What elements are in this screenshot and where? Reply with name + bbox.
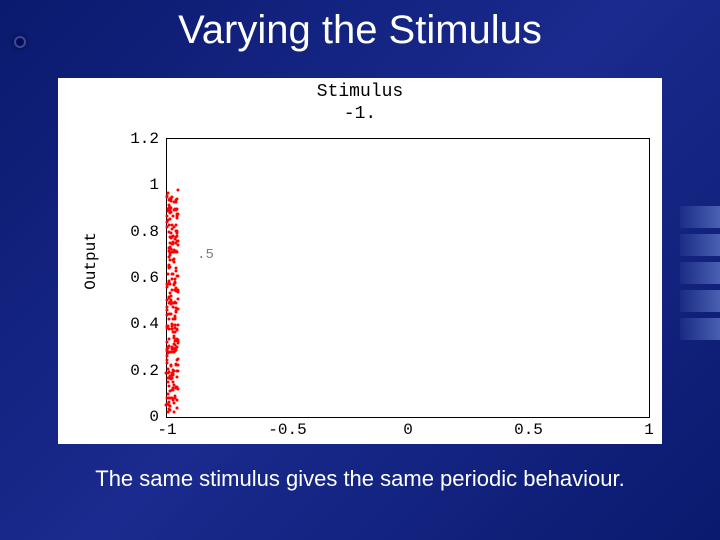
- data-point: [172, 331, 175, 334]
- data-point: [169, 312, 172, 315]
- data-point: [170, 374, 173, 377]
- data-point: [174, 288, 177, 291]
- data-point: [174, 269, 177, 272]
- plot-area: 00.20.40.60.811.2-1-0.500.51.5: [166, 138, 650, 418]
- data-point: [166, 272, 169, 275]
- data-point: [174, 224, 177, 227]
- data-point: [168, 337, 171, 340]
- data-point: [175, 376, 178, 379]
- data-point: [167, 256, 170, 259]
- data-point: [175, 212, 178, 215]
- data-point: [170, 272, 173, 275]
- data-point: [165, 355, 168, 358]
- data-point: [169, 397, 172, 400]
- overlay-text: .5: [197, 247, 214, 263]
- data-point: [176, 215, 179, 218]
- data-point: [175, 301, 178, 304]
- data-point: [175, 274, 178, 277]
- data-point: [177, 323, 180, 326]
- data-point: [165, 196, 168, 199]
- data-point: [177, 243, 180, 246]
- data-point: [171, 386, 174, 389]
- data-point: [168, 224, 171, 227]
- data-point: [171, 234, 174, 237]
- data-point: [172, 259, 175, 262]
- data-point: [167, 371, 170, 374]
- data-point: [177, 297, 180, 300]
- data-point: [173, 207, 176, 210]
- x-tick-label: 0.5: [514, 417, 543, 439]
- data-point: [172, 380, 175, 383]
- data-point: [167, 407, 170, 410]
- data-point: [176, 189, 179, 192]
- data-point: [176, 358, 179, 361]
- x-tick-label: -1: [157, 417, 176, 439]
- y-tick-label: 1.2: [130, 130, 167, 148]
- data-point: [167, 281, 170, 284]
- y-tick-label: 0.4: [130, 315, 167, 333]
- data-point: [167, 264, 170, 267]
- data-point: [173, 410, 176, 413]
- data-point: [167, 324, 170, 327]
- data-point: [177, 370, 180, 373]
- data-point: [169, 218, 172, 221]
- data-point: [171, 214, 174, 217]
- data-point: [173, 350, 176, 353]
- data-point: [170, 251, 173, 254]
- data-point: [177, 291, 180, 294]
- data-point: [167, 381, 170, 384]
- data-point: [175, 329, 178, 332]
- data-point: [175, 307, 178, 310]
- data-point: [167, 344, 170, 347]
- data-point: [167, 206, 170, 209]
- data-point: [170, 328, 173, 331]
- data-point: [175, 197, 178, 200]
- data-point: [173, 402, 176, 405]
- y-tick-label: 0.8: [130, 223, 167, 241]
- x-tick-label: 1: [644, 417, 654, 439]
- x-tick-label: 0: [403, 417, 413, 439]
- data-point: [175, 267, 178, 270]
- y-tick-label: 1: [149, 176, 167, 194]
- data-point: [175, 345, 178, 348]
- data-point: [177, 341, 180, 344]
- data-point: [174, 280, 177, 283]
- data-point: [167, 393, 170, 396]
- data-point: [177, 364, 180, 367]
- data-point: [176, 250, 179, 253]
- data-point: [166, 214, 169, 217]
- data-point: [174, 387, 177, 390]
- data-point: [170, 363, 173, 366]
- data-point: [167, 377, 170, 380]
- data-point: [168, 385, 171, 388]
- data-point: [165, 361, 168, 364]
- data-point: [166, 314, 169, 317]
- y-tick-label: 0.6: [130, 269, 167, 287]
- data-point: [170, 198, 173, 201]
- x-tick-label: -0.5: [268, 417, 306, 439]
- slide-caption: The same stimulus gives the same periodi…: [0, 466, 720, 492]
- data-point: [167, 191, 170, 194]
- chart-panel: Stimulus -1. Output 00.20.40.60.811.2-1-…: [58, 78, 662, 444]
- data-point: [165, 309, 168, 312]
- data-point: [168, 295, 171, 298]
- slide-title: Varying the Stimulus: [0, 8, 720, 53]
- data-point: [166, 285, 169, 288]
- data-point: [166, 410, 169, 413]
- y-axis-label: Output: [82, 232, 100, 290]
- data-point: [176, 406, 179, 409]
- chart-title: Stimulus -1.: [58, 82, 662, 125]
- data-point: [167, 400, 170, 403]
- data-point: [167, 318, 170, 321]
- data-point: [165, 403, 168, 406]
- data-point: [172, 336, 175, 339]
- data-point: [175, 235, 178, 238]
- data-point: [171, 317, 174, 320]
- data-point: [170, 224, 173, 227]
- y-tick-label: 0.2: [130, 362, 167, 380]
- side-decoration: [680, 200, 720, 340]
- data-point: [169, 303, 172, 306]
